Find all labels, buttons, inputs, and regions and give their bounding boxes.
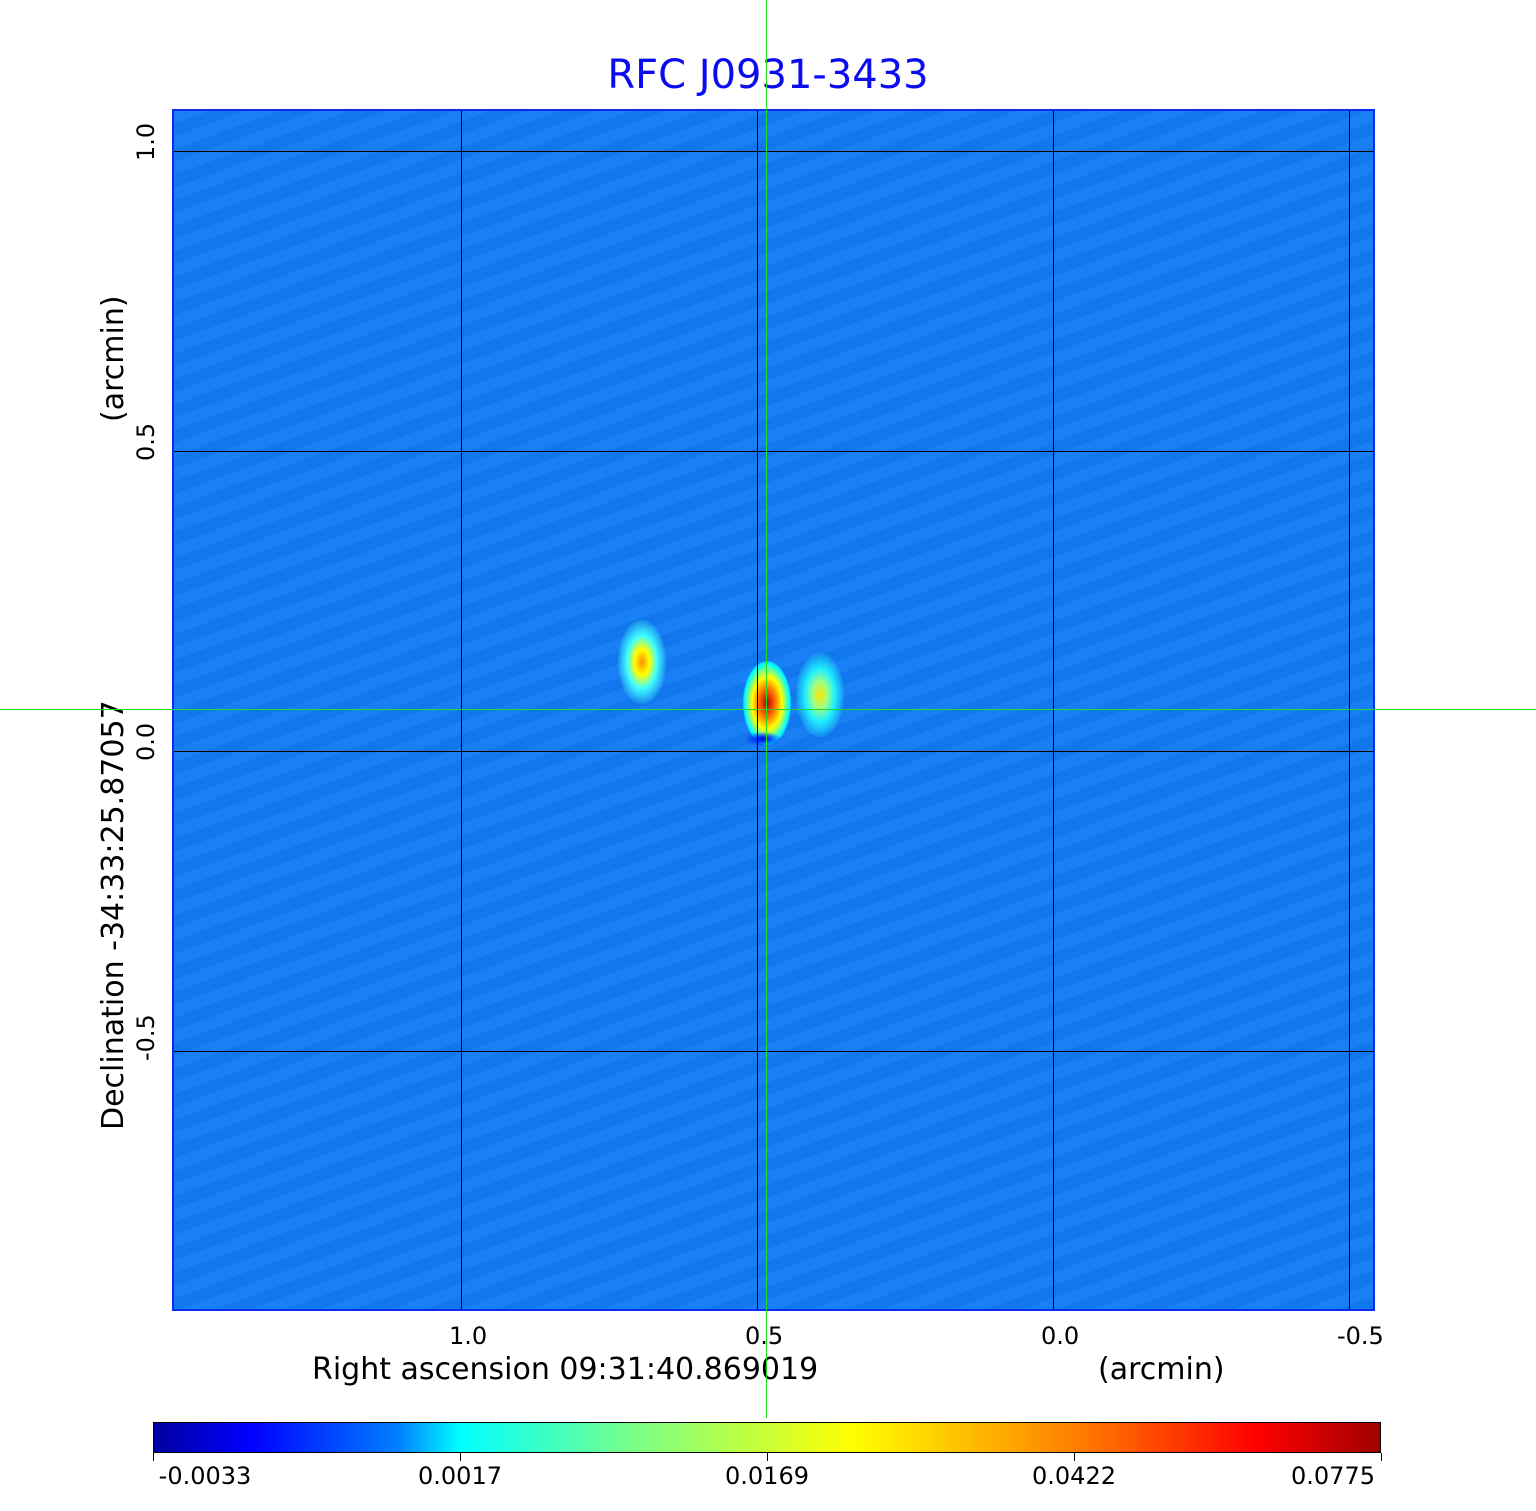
- x-tick-label: 0.0: [1041, 1322, 1080, 1350]
- grid-line-vertical: [1349, 111, 1350, 1309]
- grid-line-vertical: [1053, 111, 1054, 1309]
- x-axis-unit: (arcmin): [1098, 1352, 1225, 1387]
- colorbar-tick-label: 0.0169: [725, 1462, 809, 1490]
- grid-line-vertical: [461, 111, 462, 1309]
- grid-line-vertical: [757, 111, 758, 1309]
- x-tick-label: 0.5: [745, 1322, 784, 1350]
- colorbar: [153, 1422, 1381, 1453]
- source-blob: [795, 653, 844, 738]
- y-tick-label: -0.5: [132, 1014, 160, 1061]
- x-axis-label: Right ascension 09:31:40.869019: [312, 1352, 819, 1387]
- colorbar-tick: [1381, 1453, 1382, 1461]
- colorbar-tick-label: 0.0422: [1032, 1462, 1116, 1490]
- grid-line-horizontal: [174, 751, 1373, 752]
- colorbar-tick-label: 0.0775: [1291, 1462, 1375, 1490]
- y-axis-unit: (arcmin): [96, 295, 131, 422]
- y-tick-label: 0.0: [132, 722, 160, 761]
- source-blob: [743, 661, 792, 745]
- x-tick-label: 1.0: [449, 1322, 488, 1350]
- y-tick-label: 1.0: [132, 122, 160, 161]
- crosshair-horizontal: [0, 709, 1536, 710]
- source-blob: [618, 620, 667, 705]
- x-tick-label: -0.5: [1337, 1322, 1384, 1350]
- chart-title: RFC J0931-3433: [607, 52, 929, 98]
- y-tick-label: 0.5: [132, 422, 160, 461]
- image-plot-area[interactable]: [172, 109, 1375, 1311]
- colorbar-tick-label: 0.0017: [418, 1462, 502, 1490]
- y-axis-label: Declination -34:33:25.87057: [96, 700, 131, 1130]
- colorbar-tick: [1074, 1453, 1075, 1461]
- grid-line-horizontal: [174, 451, 1373, 452]
- colorbar-tick-label: -0.0033: [158, 1462, 252, 1490]
- grid-line-horizontal: [174, 1051, 1373, 1052]
- colorbar-tick: [767, 1453, 768, 1461]
- colorbar-tick: [153, 1453, 154, 1461]
- grid-line-horizontal: [174, 151, 1373, 152]
- source-blob: [744, 732, 781, 746]
- colorbar-tick: [460, 1453, 461, 1461]
